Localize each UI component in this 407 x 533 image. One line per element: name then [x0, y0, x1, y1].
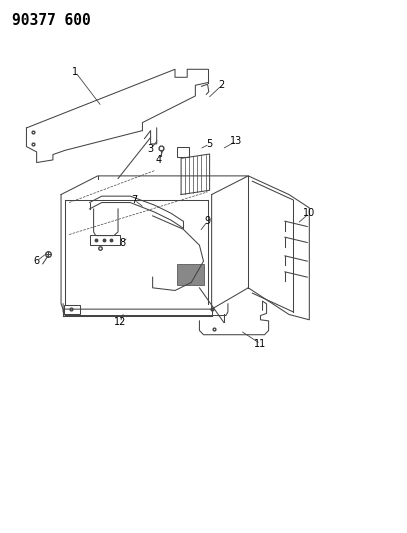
Text: 2: 2 [219, 80, 225, 90]
Text: 5: 5 [206, 139, 213, 149]
Text: 4: 4 [155, 155, 162, 165]
Text: 11: 11 [254, 339, 267, 349]
Bar [90, 235, 120, 245]
Text: 90377 600: 90377 600 [12, 13, 91, 28]
Text: 9: 9 [204, 216, 211, 226]
Bar [177, 264, 204, 285]
Text: 7: 7 [131, 195, 138, 205]
Text: 13: 13 [230, 136, 242, 146]
Text: 6: 6 [33, 256, 40, 266]
Text: 12: 12 [114, 318, 126, 327]
Text: 8: 8 [119, 238, 125, 247]
Text: 1: 1 [72, 67, 79, 77]
Text: 10: 10 [303, 208, 315, 218]
Text: 3: 3 [147, 144, 154, 154]
Bar [64, 305, 80, 314]
Bar [177, 147, 189, 157]
